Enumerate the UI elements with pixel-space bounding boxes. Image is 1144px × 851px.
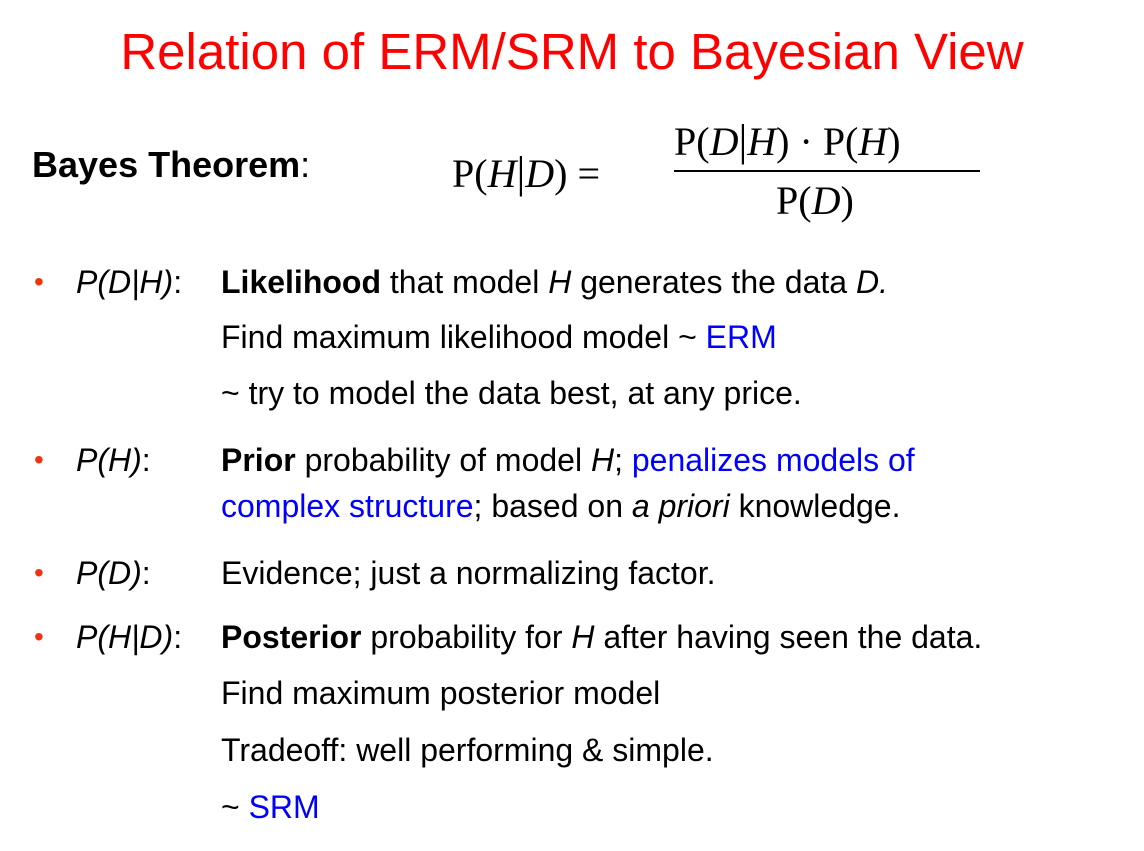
posterior-text1: probability for <box>361 619 572 655</box>
bullet-dot: • <box>34 621 44 652</box>
likelihood-ital2: D. <box>855 264 888 300</box>
srm-highlight: SRM <box>248 789 320 825</box>
formula-num-p1-close: ) · <box>776 119 823 164</box>
prior-penalize-highlight: penalizes models of <box>631 442 915 478</box>
bullet-term-likelihood: P(D|H): <box>76 264 182 301</box>
posterior-bold: Posterior <box>221 619 362 655</box>
likelihood-text1: that model <box>381 264 549 300</box>
formula-lhs-h: H <box>487 151 517 196</box>
formula-lhs-close: ) = <box>554 151 601 196</box>
formula-lhs-open: P( <box>452 151 488 196</box>
bullet-term-text: P(H) <box>76 442 142 478</box>
posterior-ital1: H <box>571 619 595 655</box>
posterior-text2: after having seen the data. <box>594 619 983 655</box>
bayes-theorem-label: Bayes Theorem: <box>32 144 310 186</box>
likelihood-price-line: ~ try to model the data best, at any pri… <box>221 375 802 411</box>
formula-den-d: D <box>811 178 841 223</box>
formula-den-open: P( <box>776 178 812 223</box>
bullet-dot: • <box>34 557 44 588</box>
bayes-theorem-label-text: Bayes Theorem <box>32 144 301 185</box>
prior-knowledge-line: complex structure; based on a priori kno… <box>221 488 900 525</box>
prior-text1: probability of model <box>295 442 591 478</box>
likelihood-bold: Likelihood <box>221 264 381 300</box>
bullet-dot: • <box>34 444 44 475</box>
bullet-term-colon: : <box>173 264 183 300</box>
erm-highlight: ERM <box>705 319 777 355</box>
bullet-term-prior: P(H): <box>76 442 151 479</box>
formula-den-close: ) <box>840 178 854 223</box>
bullet-term-colon: : <box>173 619 183 655</box>
formula-num-p1-open: P( <box>674 119 710 164</box>
posterior-max-line: Find maximum posterior model <box>221 675 661 711</box>
likelihood-ital1: H <box>548 264 572 300</box>
bullet-term-text: P(D) <box>76 555 142 591</box>
bullet-term-text: P(D|H) <box>76 264 174 300</box>
formula-fraction-bar <box>674 170 980 172</box>
slide-title: Relation of ERM/SRM to Bayesian View <box>120 23 1024 80</box>
prior-complex-highlight: complex structure <box>221 488 474 524</box>
bullet-term-evidence: P(D): <box>76 555 151 592</box>
prior-text2: ; <box>614 442 632 478</box>
bayes-formula: P(H|D) = P(D|H) · P(H) P(D) <box>452 115 992 235</box>
bullet-dot: • <box>34 266 44 297</box>
formula-lhs: P(H|D) = <box>452 147 600 198</box>
formula-num-h: H <box>747 119 777 164</box>
prior-bold: Prior <box>221 442 296 478</box>
bullet-term-text: P(H|D) <box>76 619 174 655</box>
likelihood-definition: Likelihood that model H generates the da… <box>221 264 888 301</box>
formula-denominator: P(D) <box>776 177 854 224</box>
formula-num-d: D <box>709 119 739 164</box>
prior-apriori: a priori <box>631 488 730 524</box>
prior-ital1: H <box>590 442 615 478</box>
posterior-definition: Posterior probability for H after having… <box>221 619 982 656</box>
formula-num-p2-open: P( <box>822 119 859 164</box>
prior-definition: Prior probability of model H; penalizes … <box>221 442 915 479</box>
prior-text3: ; based on <box>473 488 632 524</box>
formula-numerator: P(D|H) · P(H) <box>674 115 901 166</box>
formula-num-h2: H <box>858 119 888 164</box>
likelihood-text2: generates the data <box>571 264 856 300</box>
posterior-srm-line: ~ SRM <box>221 789 320 826</box>
formula-lhs-d: D <box>525 151 555 196</box>
likelihood-erm-line: Find maximum likelihood model ~ ERM <box>221 319 777 356</box>
posterior-srm-tilde: ~ <box>221 789 249 825</box>
posterior-tradeoff-line: Tradeoff: well performing & simple. <box>221 732 714 768</box>
formula-lhs-bar: | <box>516 148 526 197</box>
bayes-theorem-label-colon: : <box>300 144 311 185</box>
formula-num-bar: | <box>738 116 748 165</box>
evidence-definition: Evidence; just a normalizing factor. <box>221 555 716 591</box>
formula-num-p2-close: ) <box>887 119 901 164</box>
prior-text4: knowledge. <box>729 488 901 524</box>
bullet-term-colon: : <box>141 442 151 478</box>
bullet-term-colon: : <box>141 555 151 591</box>
likelihood-erm-text: Find maximum likelihood model ~ <box>221 319 706 355</box>
bullet-term-posterior: P(H|D): <box>76 619 182 656</box>
